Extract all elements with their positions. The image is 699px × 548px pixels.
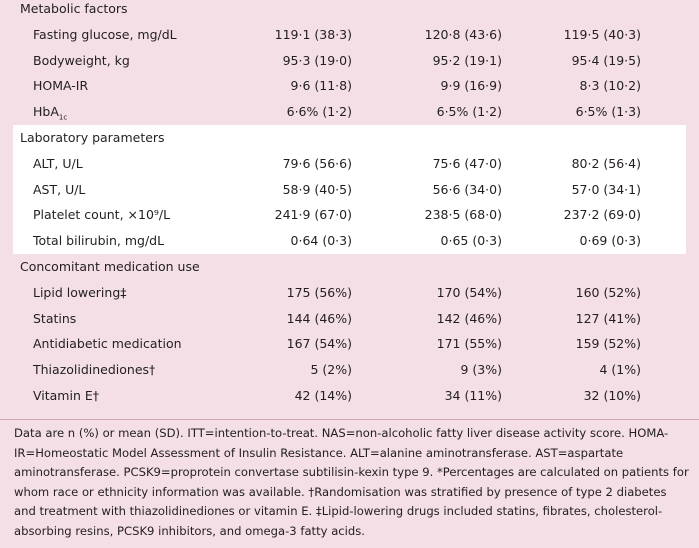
cell: 79·6 (56·6): [282, 155, 352, 171]
section-title: Laboratory parameters: [20, 129, 165, 145]
cell: 167 (54%): [286, 336, 352, 352]
cell: 171 (55%): [436, 336, 502, 352]
section-title: Concomitant medication use: [20, 258, 200, 274]
footnote: Data are n (%) or mean (SD). ITT=intenti…: [14, 426, 689, 538]
cell: 95·3 (19·0): [282, 52, 352, 68]
cell: 127 (41%): [575, 310, 641, 326]
cell: 119·1 (38·3): [274, 26, 352, 42]
row-label: ALT, U/L: [33, 151, 83, 177]
cell: 9·9 (16·9): [440, 78, 502, 94]
cell: 57·0 (34·1): [571, 181, 641, 197]
cell: 34 (11%): [444, 387, 502, 403]
cell: 0·64 (0·3): [290, 233, 352, 249]
cell: 241·9 (67·0): [274, 207, 352, 223]
cell: 0·69 (0·3): [579, 233, 641, 249]
table-row: Platelet count, ×10⁹/L 241·9 (67·0) 238·5 …: [13, 202, 686, 228]
row-label: Thiazolidinediones†: [33, 357, 155, 383]
label-text: Thiazolidinediones†: [33, 362, 156, 378]
cell: 75·6 (47·0): [432, 155, 502, 171]
row-label: Lipid lowering‡: [33, 280, 127, 306]
cell: 95·2 (19·1): [432, 52, 502, 68]
table-row: HOMA-IR 9·6 (11·8) 9·9 (16·9) 8·3 (10·2): [0, 73, 699, 99]
table-row: Antidiabetic medication 167 (54%) 171 (55%…: [0, 331, 699, 357]
label-text: HOMA-IR: [33, 78, 89, 94]
cell: 0·65 (0·3): [440, 233, 502, 249]
cell: 58·9 (40·5): [282, 181, 352, 197]
cell: 42 (14%): [294, 387, 352, 403]
table: Metabolic factors Fasting glucose, mg/dL 1…: [0, 0, 699, 409]
cell: 6·6% (1·2): [286, 104, 352, 120]
label-text: Vitamin E†: [33, 387, 100, 403]
row-label: HbA1c: [33, 99, 67, 131]
label-text: AST, U/L: [33, 181, 86, 197]
table-row: HbA1c 6·6% (1·2) 6·5% (1·2) 6·5% (1·3): [0, 99, 699, 125]
table-row: ALT, U/L 79·6 (56·6) 75·6 (47·0) 80·2 (56·4…: [13, 151, 686, 177]
table-row: Lipid lowering‡ 175 (56%) 170 (54%) 160 (52…: [0, 280, 699, 306]
section-header: Laboratory parameters: [13, 125, 686, 151]
row-label: AST, U/L: [33, 177, 85, 203]
label-text: ALT, U/L: [33, 155, 83, 171]
cell: 9·6 (11·8): [290, 78, 352, 94]
table-row: Thiazolidinediones† 5 (2%) 9 (3%) 4 (1%): [0, 357, 699, 383]
cell: 9 (3%): [460, 362, 502, 378]
cell: 160 (52%): [575, 284, 641, 300]
label-subscript: 1c: [58, 113, 68, 122]
cell: 175 (56%): [286, 284, 352, 300]
cell: 4 (1%): [599, 362, 641, 378]
label-text: Bodyweight, kg: [33, 52, 130, 68]
row-label: Total bilirubin, mg/dL: [33, 228, 164, 254]
label-text: Platelet count, ×10⁹/L: [33, 207, 171, 223]
section-header: Concomitant medication use: [0, 254, 699, 280]
cell: 56·6 (34·0): [432, 181, 502, 197]
table-row: Vitamin E† 42 (14%) 34 (11%) 32 (10%): [0, 383, 699, 409]
label-text: Statins: [33, 310, 77, 326]
row-label: Bodyweight, kg: [33, 48, 130, 74]
cell: 144 (46%): [286, 310, 352, 326]
label-text: Fasting glucose, mg/dL: [33, 26, 177, 42]
cell: 142 (46%): [436, 310, 502, 326]
table-row: Bodyweight, kg 95·3 (19·0) 95·2 (19·1) 95·4…: [0, 48, 699, 74]
cell: 95·4 (19·5): [571, 52, 641, 68]
cell: 5 (2%): [310, 362, 352, 378]
section-header: Metabolic factors: [0, 0, 699, 22]
section-title: Metabolic factors: [20, 1, 128, 16]
table-row: Total bilirubin, mg/dL 0·64 (0·3) 0·65 (0·…: [13, 228, 686, 254]
cell: 170 (54%): [436, 284, 502, 300]
cell: 159 (52%): [575, 336, 641, 352]
cell: 6·5% (1·3): [575, 104, 641, 120]
cell: 80·2 (56·4): [571, 155, 641, 171]
label-text: Lipid lowering‡: [33, 284, 127, 300]
row-label: Platelet count, ×10⁹/L: [33, 202, 170, 228]
section: Concomitant medication use Lipid lowering…: [0, 254, 699, 409]
divider: [0, 419, 699, 420]
section: Metabolic factors Fasting glucose, mg/dL 1…: [0, 0, 699, 125]
cell: 6·5% (1·2): [436, 104, 502, 120]
row-label: Statins: [33, 306, 76, 332]
row-label: Antidiabetic medication: [33, 331, 182, 357]
label-text: Total bilirubin, mg/dL: [33, 233, 165, 249]
label-text: Antidiabetic medication: [33, 336, 182, 352]
row-label: Vitamin E†: [33, 383, 99, 409]
table-row: Fasting glucose, mg/dL 119·1 (38·3) 120·8 …: [0, 22, 699, 48]
cell: 238·5 (68·0): [424, 207, 502, 223]
cell: 237·2 (69·0): [563, 207, 641, 223]
row-label: Fasting glucose, mg/dL: [33, 22, 177, 48]
row-label: HOMA-IR: [33, 73, 88, 99]
cell: 32 (10%): [583, 387, 641, 403]
section: Laboratory parameters ALT, U/L 79·6 (56·6)…: [13, 124, 686, 254]
table-row: AST, U/L 58·9 (40·5) 56·6 (34·0) 57·0 (34·1…: [13, 177, 686, 203]
cell: 8·3 (10·2): [579, 78, 641, 94]
table-row: Statins 144 (46%) 142 (46%) 127 (41%): [0, 306, 699, 332]
cell: 119·5 (40·3): [563, 26, 641, 42]
label-text: HbA: [33, 104, 59, 120]
cell: 120·8 (43·6): [424, 26, 502, 42]
